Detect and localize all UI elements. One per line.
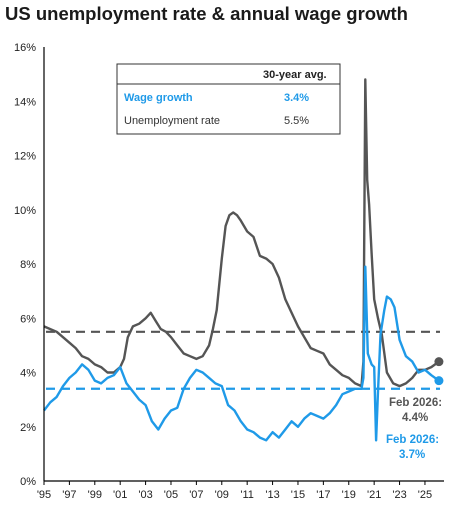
y-tick-label: 6% <box>20 313 36 325</box>
avg-table-wage-value: 3.4% <box>284 92 309 104</box>
wage-endpoint-marker <box>434 376 444 386</box>
y-tick-label: 14% <box>14 96 36 108</box>
x-tick-label: '01 <box>113 489 127 501</box>
x-tick-label: '05 <box>164 489 178 501</box>
avg-table-unemp-value: 5.5% <box>284 115 309 127</box>
chart-title: US unemployment rate & annual wage growt… <box>5 3 408 24</box>
wage-line <box>43 265 440 442</box>
avg-table-unemp-label: Unemployment rate <box>124 115 220 127</box>
x-tick-label: '15 <box>291 489 305 501</box>
x-tick-label: '19 <box>342 489 356 501</box>
y-axis-ticks: 0% 2% 4% 6% 8% 10% 12% 14% 16% <box>14 42 36 488</box>
y-tick-label: 8% <box>20 259 36 271</box>
x-tick-label: '99 <box>88 489 102 501</box>
y-tick-label: 2% <box>20 422 36 434</box>
x-axis-ticks: '95 '97 '99 '01 '03 '05 '07 '09 '11 '13 '15 '17 '19 '… <box>37 481 432 501</box>
y-tick-label: 10% <box>14 205 36 217</box>
x-tick-label: '09 <box>215 489 229 501</box>
unemployment-endpoint-marker <box>434 357 444 367</box>
series-lines <box>43 78 444 442</box>
x-tick-label: '13 <box>265 489 279 501</box>
avg-table-frame <box>116 63 341 135</box>
y-tick-label: 16% <box>14 42 36 54</box>
x-tick-label: '07 <box>189 489 203 501</box>
avg-reference-lines <box>46 330 440 390</box>
y-tick-label: 4% <box>20 368 36 380</box>
avg-table-wage-label: Wage growth <box>124 92 193 104</box>
x-tick-label: '21 <box>367 489 381 501</box>
wage-callout-value: 3.7% <box>399 449 425 461</box>
x-tick-label: '25 <box>418 489 432 501</box>
avg-table-header: 30-year avg. <box>263 69 327 81</box>
x-tick-label: '95 <box>37 489 51 501</box>
x-tick-label: '17 <box>316 489 330 501</box>
unemployment-callout-value: 4.4% <box>402 412 428 424</box>
x-tick-label: '97 <box>62 489 76 501</box>
wage-callout-date: Feb 2026: <box>386 434 439 446</box>
x-tick-label: '23 <box>392 489 406 501</box>
unemployment-callout-date: Feb 2026: <box>389 397 442 409</box>
avg-table: 30-year avg. Wage growth 3.4% Unemployme… <box>116 63 341 135</box>
unemployment-callout: Feb 2026: 4.4% <box>389 397 442 424</box>
wage-callout: Feb 2026: 3.7% <box>386 434 439 461</box>
x-tick-label: '03 <box>138 489 152 501</box>
y-tick-label: 12% <box>14 151 36 163</box>
x-tick-label: '11 <box>240 489 254 501</box>
y-tick-label: 0% <box>20 476 36 488</box>
